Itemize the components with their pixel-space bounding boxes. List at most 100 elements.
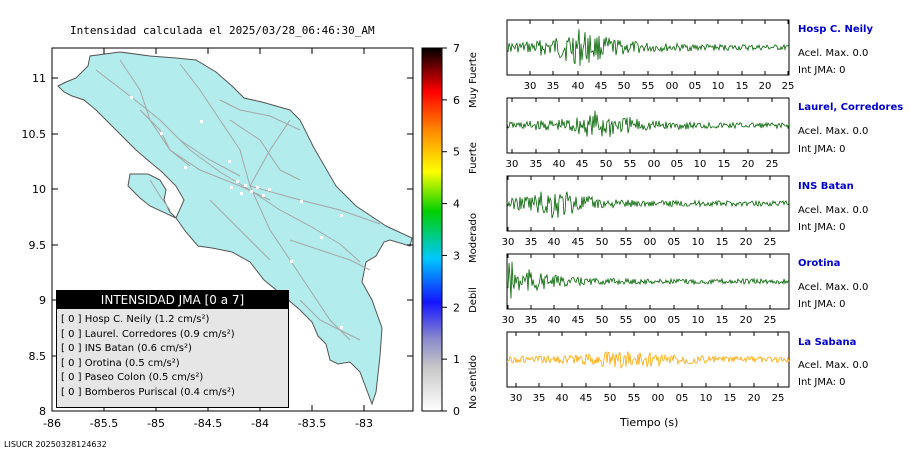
time-tick-label: 25 xyxy=(766,159,779,170)
time-tick-label: 40 xyxy=(572,81,585,92)
colorbar-tick-label: 6 xyxy=(453,94,460,107)
colorbar-label: Moderado xyxy=(468,213,479,263)
time-tick-label: 35 xyxy=(547,81,560,92)
time-axis-label: Tiempo (s) xyxy=(620,416,679,429)
time-tick-label: 10 xyxy=(692,315,705,326)
time-tick-label: 50 xyxy=(600,159,613,170)
station-name: Laurel, Corredores xyxy=(798,102,904,113)
time-tick-label: 55 xyxy=(624,159,637,170)
seismogram-panels: 30 35 40 45 50 55 00 05 10 15 20 25 30 35 40 45 50 55 00 05… xyxy=(502,19,795,404)
colorbar-tick-label: 3 xyxy=(453,249,460,262)
time-tick-label: 15 xyxy=(736,81,749,92)
time-tick-label: 25 xyxy=(764,315,777,326)
colorbar-tick-label: 1 xyxy=(453,353,460,366)
lat-tick-label: 8 xyxy=(39,405,46,418)
time-tick-label: 00 xyxy=(644,237,657,248)
time-tick-label: 30 xyxy=(502,237,515,248)
seismogram-frame xyxy=(506,253,790,310)
time-tick-label: 50 xyxy=(596,237,609,248)
station-acel: Acel. Max. 0.0 xyxy=(798,205,869,216)
lat-tick-label: 11 xyxy=(32,72,46,85)
colorbar-label: Debil xyxy=(468,287,479,313)
time-tick-label: 30 xyxy=(510,393,523,404)
station-int: Int JMA: 0 xyxy=(798,144,846,155)
lat-tick-label: 8.5 xyxy=(29,350,47,363)
station-name: Hosp C. Neily xyxy=(798,24,873,35)
lon-tick-label: -86 xyxy=(43,417,61,430)
time-tick-label: 40 xyxy=(556,393,569,404)
time-tick-label: 05 xyxy=(668,315,681,326)
waveform xyxy=(506,28,790,66)
time-tick-label: 50 xyxy=(604,393,617,404)
time-tick-label: 20 xyxy=(740,315,753,326)
time-tick-label: 45 xyxy=(576,159,589,170)
legend-row: [ 0 ] Orotina (0.5 cm/s²) xyxy=(61,357,180,369)
time-tick-label: 40 xyxy=(548,237,561,248)
time-tick-label: 05 xyxy=(668,237,681,248)
time-tick-label: 05 xyxy=(689,81,702,92)
time-tick-label: 10 xyxy=(692,237,705,248)
time-tick-label: 35 xyxy=(533,393,546,404)
time-tick-label: 45 xyxy=(572,315,585,326)
time-tick-label: 00 xyxy=(644,315,657,326)
colorbar-tick-label: 7 xyxy=(453,42,460,55)
colorbar-label: No sentido xyxy=(468,355,479,409)
colorbar-tick-label: 4 xyxy=(453,198,460,211)
time-tick-label: 30 xyxy=(502,315,515,326)
colorbar-ticks: 7 6 5 4 3 2 1 0 Muy Fuerte Fuerte Moderado Debil No … xyxy=(442,42,479,418)
time-tick-label: 40 xyxy=(548,315,561,326)
time-tick-label: 45 xyxy=(572,237,585,248)
lat-tick-label: 10 xyxy=(32,183,46,196)
time-tick-label: 55 xyxy=(620,237,633,248)
time-tick-label: 15 xyxy=(718,159,731,170)
time-tick-label: 10 xyxy=(712,81,725,92)
time-tick-label: 30 xyxy=(506,159,519,170)
station-name: La Sabana xyxy=(798,337,857,348)
legend-row: [ 0 ] INS Batan (0.6 cm/s²) xyxy=(61,343,192,354)
legend-row: [ 0 ] Paseo Colon (0.5 cm/s²) xyxy=(61,372,204,383)
time-tick-label: 35 xyxy=(525,237,538,248)
time-tick-label: 20 xyxy=(742,159,755,170)
time-tick-label: 20 xyxy=(740,237,753,248)
road-network xyxy=(95,59,381,341)
time-tick-label: 40 xyxy=(553,159,566,170)
station-acel: Acel. Max. 0.0 xyxy=(798,360,869,371)
time-tick-label: 00 xyxy=(652,393,665,404)
time-tick-label: 25 xyxy=(772,393,785,404)
waveform xyxy=(506,261,790,299)
lon-tick-label: -85.5 xyxy=(90,417,118,430)
time-tick-label: 55 xyxy=(620,315,633,326)
time-tick-label: 25 xyxy=(782,81,795,92)
time-tick-label: 35 xyxy=(530,159,543,170)
time-tick-label: 55 xyxy=(628,393,641,404)
colorbar-tick-label: 0 xyxy=(453,405,460,418)
station-int: Int JMA: 0 xyxy=(798,222,846,233)
lon-tick-label: -85 xyxy=(147,417,165,430)
waveform xyxy=(506,191,790,219)
time-tick-label: 15 xyxy=(724,393,737,404)
station-acel: Acel. Max. 0.0 xyxy=(798,48,869,59)
time-tick-label: 25 xyxy=(764,237,777,248)
time-tick-label: 30 xyxy=(524,81,537,92)
town-markers xyxy=(130,96,343,329)
time-tick-label: 50 xyxy=(618,81,631,92)
legend-row: [ 0 ] Hosp C. Neily (1.2 cm/s²) xyxy=(61,314,210,325)
legend-row: [ 0 ] Bomberos Puriscal (0.4 cm/s²) xyxy=(61,386,235,398)
lat-tick-label: 9 xyxy=(39,294,46,307)
lat-tick-label: 10.5 xyxy=(22,128,47,141)
station-int: Int JMA: 0 xyxy=(798,299,846,310)
lon-tick-label: -84 xyxy=(251,417,269,430)
time-tick-label: 20 xyxy=(759,81,772,92)
time-tick-label: 00 xyxy=(648,159,661,170)
lon-tick-label: -84.5 xyxy=(194,417,222,430)
colorbar-label: Fuerte xyxy=(468,142,479,174)
footer-id: LISUCR 20250328124632 xyxy=(4,440,107,449)
time-tick-label: 20 xyxy=(748,393,761,404)
map-axes: -86 -85.5 -85 -84.5 -84 -83.5 -83 11 10.5 10 9.5 9 8… xyxy=(22,48,413,430)
colorbar-label: Muy Fuerte xyxy=(468,52,479,108)
intensity-colorbar xyxy=(421,47,443,412)
waveform xyxy=(506,351,790,370)
time-tick-label: 15 xyxy=(716,315,729,326)
waveform xyxy=(506,110,790,138)
